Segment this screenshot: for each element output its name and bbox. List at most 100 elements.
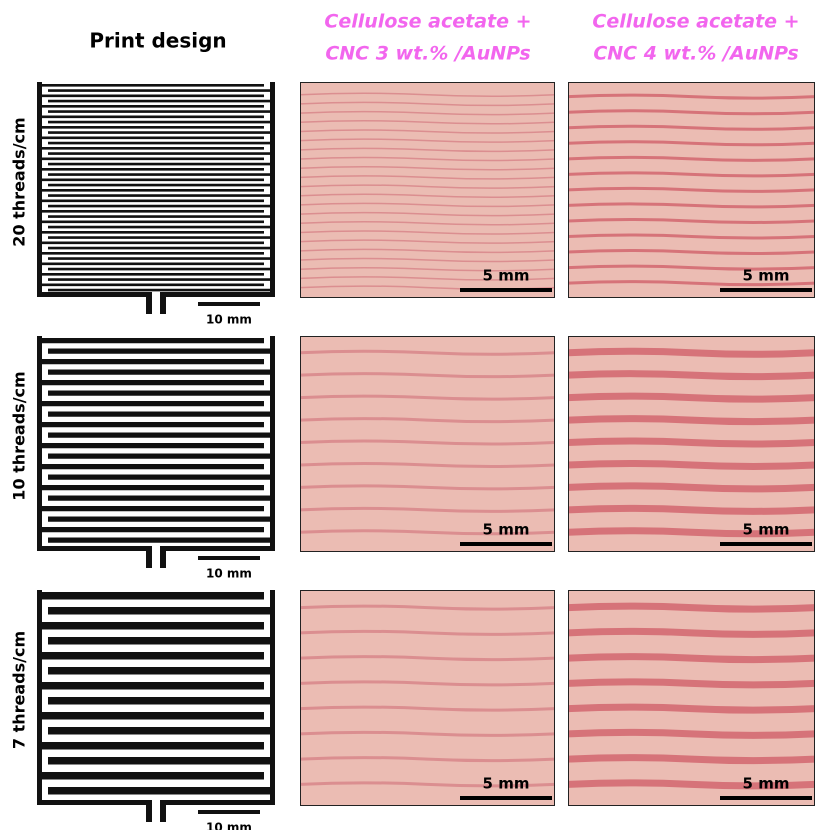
design-thread — [48, 637, 272, 645]
scale-bar — [198, 810, 260, 814]
design-thread — [40, 652, 264, 660]
design-thread — [48, 110, 272, 113]
printed-line — [568, 351, 815, 354]
figure: Print design Cellulose acetate + CNC 3 w… — [0, 0, 815, 830]
printed-line — [568, 419, 815, 422]
design-thread — [40, 200, 264, 203]
design-thread — [48, 727, 272, 735]
printed-line — [568, 682, 815, 685]
design-thread — [40, 231, 264, 234]
design-thread — [48, 757, 272, 765]
design-thread — [48, 205, 272, 208]
design-thread — [48, 142, 272, 145]
scale-bar — [460, 288, 552, 292]
column-header: CNC 3 wt.% /AuNPs — [325, 43, 530, 65]
scale-label: 5 mm — [483, 267, 530, 285]
design-thread — [40, 221, 264, 224]
design-stem — [160, 802, 166, 822]
design-thread — [48, 184, 272, 187]
design-thread — [40, 168, 264, 171]
scale-bar — [720, 542, 812, 546]
printed-line — [568, 508, 815, 511]
design-thread — [40, 772, 264, 780]
design-thread — [40, 189, 264, 192]
design-thread — [40, 105, 264, 108]
design-thread — [48, 289, 272, 292]
design-stem-gap — [152, 292, 160, 298]
design-thread — [48, 349, 272, 354]
design-thread — [48, 247, 272, 250]
design-stem — [146, 294, 152, 314]
design-thread — [48, 433, 272, 438]
printed-line — [568, 707, 815, 710]
scale-bar — [198, 556, 260, 560]
column-header: Print design — [89, 29, 226, 53]
design-thread — [48, 121, 272, 124]
printed-line — [568, 374, 815, 377]
scale-label: 10 mm — [206, 313, 252, 327]
row-label: 7 threads/cm — [10, 631, 29, 749]
scale-bar — [720, 288, 812, 292]
scale-label: 5 mm — [743, 775, 790, 793]
design-thread — [48, 236, 272, 239]
scale-bar — [460, 796, 552, 800]
design-thread — [48, 89, 272, 92]
print-design — [37, 590, 275, 822]
printed-line — [568, 631, 815, 634]
design-thread — [40, 464, 264, 469]
row-label: 10 threads/cm — [10, 371, 29, 500]
design-thread — [48, 100, 272, 103]
design-thread — [48, 454, 272, 459]
column-header: Cellulose acetate + — [324, 11, 531, 33]
design-thread — [48, 173, 272, 176]
design-thread — [48, 194, 272, 197]
design-stem — [146, 548, 152, 568]
column-header: CNC 4 wt.% /AuNPs — [593, 43, 798, 65]
design-thread — [40, 380, 264, 385]
design-thread — [40, 592, 264, 600]
scale-bar — [198, 302, 260, 306]
design-thread — [40, 95, 264, 98]
design-thread — [40, 527, 264, 532]
design-thread — [40, 137, 264, 140]
design-thread — [40, 712, 264, 720]
design-thread — [40, 158, 264, 161]
printed-line — [568, 486, 815, 489]
design-thread — [40, 273, 264, 276]
column-header: Cellulose acetate + — [592, 11, 799, 33]
design-frame-right — [270, 82, 275, 296]
design-thread — [40, 210, 264, 213]
scale-label: 5 mm — [483, 521, 530, 539]
design-thread — [40, 147, 264, 150]
design-thread — [48, 131, 272, 134]
printed-line — [568, 396, 815, 399]
design-stem-gap — [152, 546, 160, 552]
design-thread — [40, 338, 264, 343]
scale-bar — [460, 542, 552, 546]
printed-line — [568, 657, 815, 660]
design-thread — [40, 284, 264, 287]
row-label: 20 threads/cm — [10, 117, 29, 246]
design-thread — [48, 697, 272, 705]
scale-label: 10 mm — [206, 821, 252, 830]
design-thread — [40, 401, 264, 406]
design-thread — [48, 278, 272, 281]
design-thread — [48, 787, 272, 795]
design-thread — [48, 370, 272, 375]
design-thread — [40, 422, 264, 427]
design-thread — [48, 667, 272, 675]
design-thread — [40, 485, 264, 490]
design-thread — [40, 179, 264, 182]
printed-line — [568, 441, 815, 444]
design-thread — [40, 252, 264, 255]
design-thread — [48, 538, 272, 543]
design-thread — [40, 126, 264, 129]
scale-label: 5 mm — [483, 775, 530, 793]
design-thread — [40, 359, 264, 364]
design-thread — [40, 116, 264, 119]
design-thread — [40, 742, 264, 750]
design-thread — [48, 412, 272, 417]
design-thread — [40, 682, 264, 690]
design-thread — [48, 517, 272, 522]
scale-label: 5 mm — [743, 521, 790, 539]
